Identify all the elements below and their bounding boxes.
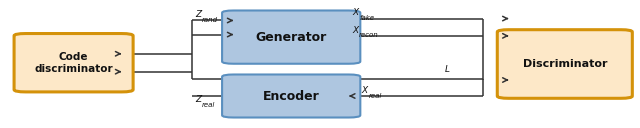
Text: Encoder: Encoder [263,89,319,103]
Text: X: X [352,8,358,17]
Text: Z: Z [195,95,202,104]
Text: real: real [369,93,382,99]
FancyBboxPatch shape [497,30,632,98]
Text: real: real [202,102,216,108]
Text: recon: recon [359,32,379,38]
Text: rand: rand [202,17,218,23]
Text: X: X [352,26,358,35]
Text: Code
discriminator: Code discriminator [35,52,113,73]
Text: L: L [445,65,450,74]
Text: X: X [362,86,368,95]
Text: Generator: Generator [255,31,327,44]
FancyBboxPatch shape [222,74,360,118]
Text: Discriminator: Discriminator [522,59,607,69]
Text: Z: Z [195,10,202,19]
FancyBboxPatch shape [14,34,133,92]
FancyBboxPatch shape [222,10,360,64]
Text: fake: fake [359,15,374,21]
